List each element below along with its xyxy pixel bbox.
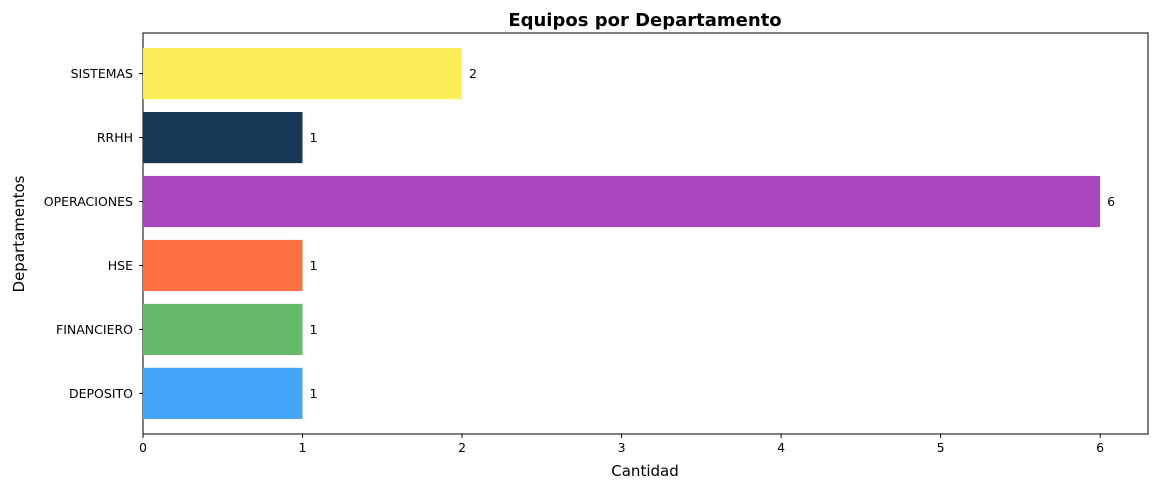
bar-sistemas xyxy=(143,48,463,100)
data-label: 1 xyxy=(310,258,318,273)
x-tick-label: 1 xyxy=(299,440,307,455)
y-tick-label: RRHH xyxy=(97,130,133,145)
bar-operaciones xyxy=(143,175,1101,228)
y-axis-label: Departamentos xyxy=(10,175,28,292)
data-label: 6 xyxy=(1107,194,1115,209)
y-tick-label: FINANCIERO xyxy=(56,322,133,337)
data-label: 1 xyxy=(310,130,318,145)
x-tick-label: 6 xyxy=(1096,440,1104,455)
plot-frame xyxy=(142,32,1149,435)
y-tick-label: OPERACIONES xyxy=(44,194,133,209)
bar-hse xyxy=(143,239,303,292)
x-tick-label: 0 xyxy=(139,440,147,455)
chart-title: Equipos por Departamento xyxy=(508,10,781,31)
x-tick-label: 5 xyxy=(937,440,945,455)
data-label: 1 xyxy=(310,322,318,337)
bars-layer xyxy=(143,48,1101,419)
y-tick-label: DEPOSITO xyxy=(69,386,133,401)
x-tick-label: 3 xyxy=(618,440,626,455)
data-label: 1 xyxy=(310,386,318,401)
x-tick-label: 4 xyxy=(777,440,785,455)
bar-deposito xyxy=(143,367,303,419)
x-axis-ticks: 0 1 2 3 4 5 6 xyxy=(139,434,1104,455)
bar-rrhh xyxy=(143,111,303,164)
data-label: 2 xyxy=(469,66,477,81)
bar-financiero xyxy=(143,303,303,356)
x-tick-label: 2 xyxy=(458,440,466,455)
x-axis-label: Cantidad xyxy=(611,462,678,480)
y-tick-label: SISTEMAS xyxy=(71,66,133,81)
y-axis-ticks: DEPOSITO FINANCIERO HSE OPERACIONES RRHH SIST… xyxy=(44,66,143,401)
y-tick-label: HSE xyxy=(108,258,133,273)
